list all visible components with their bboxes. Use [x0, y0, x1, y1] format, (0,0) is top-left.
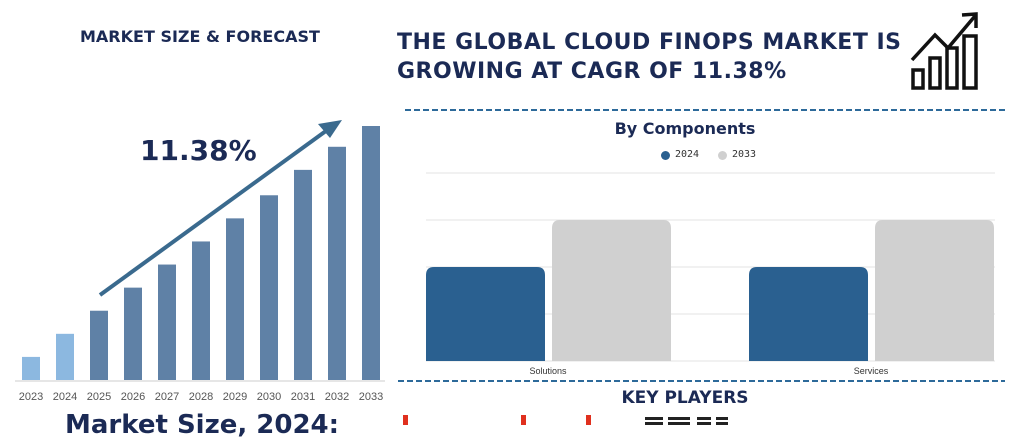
bar-2025: [90, 310, 108, 380]
main-title-line1: THE GLOBAL CLOUD FINOPS MARKET IS: [397, 30, 902, 55]
x-tick-2023: 2023: [19, 391, 43, 403]
legend-label-2024: 2024: [675, 149, 700, 160]
key-players-title: KEY PLAYERS: [621, 388, 749, 408]
bar-2023: [22, 356, 40, 380]
x-tick-2025: 2025: [87, 391, 111, 403]
red-logo-mark: [403, 415, 408, 425]
bar-2032: [328, 146, 346, 380]
x-tick-2027: 2027: [155, 391, 179, 403]
main-title-line2: GROWING AT CAGR OF 11.38%: [397, 59, 787, 84]
cagr-annotation: 11.38%: [140, 134, 257, 167]
main-title: THE GLOBAL CLOUD FINOPS MARKET IS GROWIN…: [397, 28, 902, 86]
chart-title: By Components: [614, 119, 756, 138]
x-tick-2024: 2024: [53, 391, 77, 403]
legend-dot-2024: [661, 151, 670, 160]
chart-canvas: 2023 2024 2025 2026 2027 2028 2029 2030 2031 2032…: [15, 12, 1005, 425]
bar-2029: [226, 218, 244, 380]
bar-services-2033: [875, 220, 994, 361]
bar-services-2024: [749, 267, 868, 361]
x-tick-2026: 2026: [121, 391, 145, 403]
x-tick-2028: 2028: [189, 391, 213, 403]
x-tick-2031: 2031: [291, 391, 315, 403]
bar-solutions-2033: [552, 220, 671, 361]
bar-2031: [294, 169, 312, 380]
growth-chart-arrow-icon: [910, 12, 978, 90]
x-tick-2032: 2032: [325, 391, 349, 403]
trend-arrow-head: [318, 120, 342, 138]
bar-2026: [124, 287, 142, 380]
market-size-label: Market Size, 2024:: [65, 410, 340, 440]
x-label-solutions: Solutions: [529, 366, 567, 376]
bar-2024: [56, 333, 74, 380]
trend-arrow: [98, 126, 332, 297]
red-logo-mark: [586, 415, 591, 425]
x-label-services: Services: [854, 366, 889, 376]
bar-solutions-2024: [426, 267, 545, 361]
x-tick-2030: 2030: [257, 391, 281, 403]
bar-2030: [260, 195, 278, 380]
left-title: MARKET SIZE & FORECAST: [80, 27, 320, 46]
legend-label-2033: 2033: [732, 149, 757, 160]
legend-dot-2033: [718, 151, 727, 160]
bar-2033: [362, 126, 380, 380]
x-tick-2029: 2029: [223, 391, 247, 403]
key-player-logos: [403, 415, 728, 425]
bar-2028: [192, 241, 210, 380]
red-logo-mark: [521, 415, 526, 425]
x-tick-2033: 2033: [359, 391, 383, 403]
bar-2027: [158, 264, 176, 380]
ibm-logo: [645, 417, 728, 425]
